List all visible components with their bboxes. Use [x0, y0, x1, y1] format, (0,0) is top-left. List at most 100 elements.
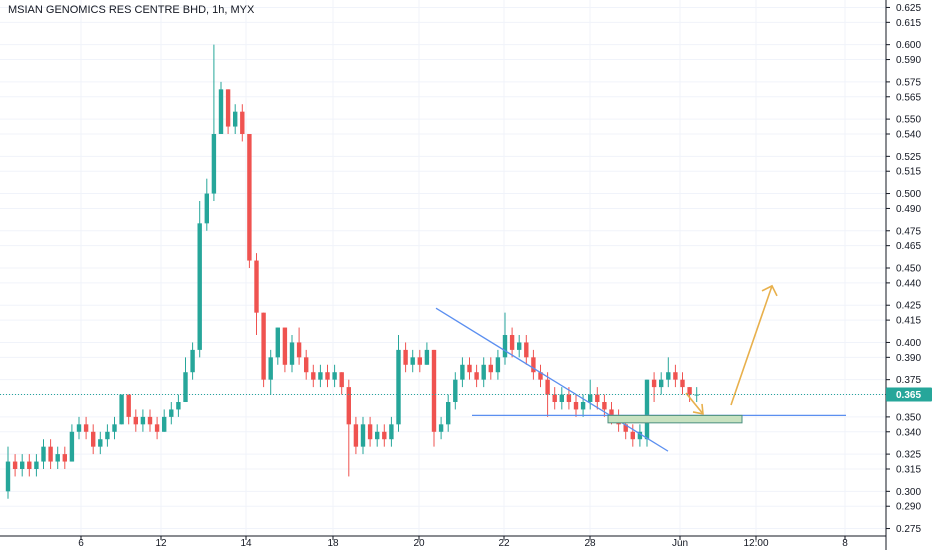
y-tick-label: 0.615	[896, 18, 921, 29]
y-tick-label: 0.490	[896, 204, 921, 215]
candle-body	[318, 372, 323, 380]
candle-body	[495, 357, 501, 373]
projection-arrow-down	[685, 392, 704, 415]
candle-body	[360, 424, 366, 447]
y-tick-label: 0.465	[896, 241, 921, 252]
candle-body	[559, 394, 564, 402]
candle-body	[680, 379, 685, 388]
candle-body	[311, 372, 316, 380]
x-tick-label: 14	[240, 538, 252, 549]
candle-body	[396, 349, 401, 425]
candle-body	[403, 349, 408, 365]
candle-body	[666, 372, 671, 380]
candle-body	[588, 394, 593, 402]
candle-body	[282, 327, 288, 365]
candle-body	[325, 372, 330, 380]
candle-body	[524, 342, 529, 358]
candle-body	[140, 416, 146, 425]
y-tick-label: 0.575	[896, 77, 921, 88]
candle-body	[552, 394, 557, 402]
last-price-value: 0.365	[896, 390, 921, 401]
candle-body	[20, 461, 25, 469]
y-tick-label: 0.390	[896, 353, 921, 364]
y-tick-label: 0.375	[896, 375, 921, 386]
candle-body	[41, 446, 46, 462]
candle-body	[566, 394, 572, 402]
candle-body	[91, 431, 96, 447]
candle-body	[204, 193, 209, 224]
candle-body	[580, 402, 586, 410]
y-tick-label: 0.400	[896, 338, 921, 349]
candle-body	[651, 379, 657, 388]
candle-body	[623, 424, 628, 432]
candle-body	[375, 431, 380, 440]
x-tick-label: 20	[413, 538, 425, 549]
candle-body	[630, 431, 635, 440]
candle-body	[609, 409, 614, 417]
y-tick-label: 0.540	[896, 130, 921, 141]
candle-body	[211, 134, 217, 194]
candle-body	[183, 372, 188, 402]
candle-body	[147, 416, 153, 425]
candle-body	[659, 379, 664, 388]
x-axis: 6 12 14 18 20 22 28 Jun 12:00 8	[78, 536, 848, 549]
candle-body	[531, 357, 536, 373]
candles	[5, 44, 699, 499]
candle-body	[602, 402, 607, 410]
candle-body	[304, 357, 309, 373]
candle-body	[261, 312, 266, 380]
candle-body	[474, 372, 479, 380]
x-tick-label: 12:00	[743, 538, 768, 549]
candle-body	[509, 335, 515, 350]
candle-body	[27, 461, 32, 469]
y-tick-label: 0.315	[896, 465, 921, 476]
candle-body	[197, 223, 202, 350]
candle-body	[438, 424, 444, 432]
drawings	[435, 284, 846, 452]
candle-body	[545, 379, 550, 395]
grid	[0, 0, 886, 536]
candle-body	[12, 461, 18, 469]
candle-body	[346, 387, 351, 425]
candle-body	[169, 409, 174, 417]
candle-body	[424, 349, 430, 365]
y-tick-label: 0.525	[896, 152, 921, 163]
candle-body	[112, 424, 117, 432]
y-tick-label: 0.500	[896, 189, 921, 200]
chart-title: MSIAN GENOMICS RES CENTRE BHD, 1h, MYX	[8, 4, 255, 16]
y-tick-label: 0.340	[896, 427, 921, 438]
x-tick-label: 8	[842, 538, 848, 549]
candle-body	[488, 364, 493, 373]
x-tick-label: 18	[327, 538, 339, 549]
candle-body	[133, 416, 138, 425]
x-tick-label: 12	[155, 538, 167, 549]
candle-body	[502, 335, 508, 358]
candle-body	[62, 454, 67, 462]
candle-body	[247, 134, 252, 261]
candle-body	[240, 111, 245, 134]
candle-body	[460, 364, 465, 380]
candle-body	[644, 379, 650, 440]
candle-body	[517, 342, 522, 350]
candle-body	[332, 372, 337, 380]
last-price-tag-bg	[886, 387, 932, 402]
y-tick-label: 0.600	[896, 40, 921, 51]
y-axis: 0.275 0.290 0.300 0.315 0.325 0.340 0.350 0.365…	[886, 3, 921, 535]
candle-body	[573, 402, 579, 410]
x-tick-label: 6	[78, 538, 84, 549]
x-tick-label: Jun	[672, 538, 688, 549]
candle-body	[98, 439, 103, 447]
y-tick-label: 0.415	[896, 316, 921, 327]
y-tick-label: 0.475	[896, 226, 921, 237]
candle-body	[275, 327, 280, 358]
x-tick-label: 22	[498, 538, 510, 549]
y-tick-label: 0.590	[896, 55, 921, 66]
candle-body	[687, 387, 692, 395]
candle-body	[162, 416, 167, 432]
candle-body	[417, 357, 422, 365]
candle-body	[55, 454, 60, 462]
candle-body	[268, 357, 273, 380]
candle-body	[48, 446, 53, 462]
